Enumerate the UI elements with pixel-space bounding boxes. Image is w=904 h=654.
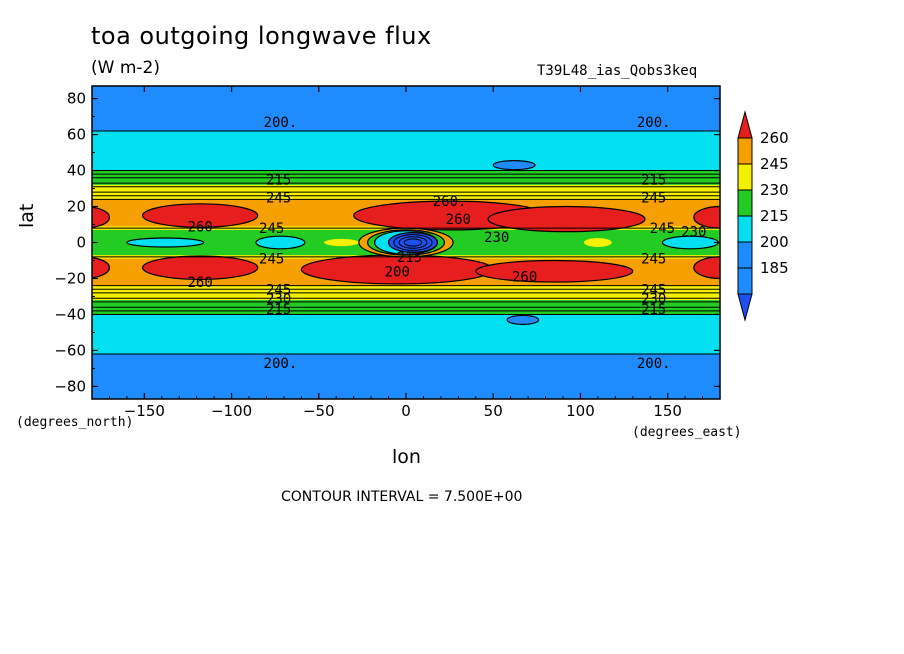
- convective-center-core: [387, 232, 439, 253]
- chart-title: toa outgoing longwave flux: [91, 22, 432, 50]
- lat-band-fill: [92, 130, 720, 171]
- x-tick-label: 150: [653, 402, 682, 420]
- contour-line: [403, 238, 423, 247]
- contour-line: [398, 236, 428, 249]
- contour-label: 245: [266, 282, 291, 298]
- colorbar-segment: [737, 267, 753, 295]
- colorbar-segment: [737, 241, 753, 269]
- colorbar-label: 230: [760, 181, 789, 199]
- x-axis-units: (degrees_east): [632, 425, 742, 440]
- contour-label: 260: [512, 270, 537, 286]
- y-tick-label: 80: [67, 90, 86, 108]
- warm-pool-south: [141, 255, 259, 280]
- colorbar-label: 260: [760, 129, 789, 147]
- contour-label: 260: [188, 275, 213, 291]
- y-tick-label: −60: [54, 341, 86, 359]
- warm-pool-north: [141, 203, 259, 228]
- contour-label: 245: [266, 191, 291, 207]
- equatorial-cool-patch: [126, 237, 205, 248]
- warm-pool-south: [475, 259, 634, 283]
- x-tick-label: −100: [211, 402, 252, 420]
- x-tick-label: 100: [566, 402, 595, 420]
- contour-label: 200.: [637, 115, 671, 131]
- contour-label: 260: [188, 219, 213, 235]
- contour-label: 215: [641, 302, 666, 318]
- contour-label: 245: [259, 252, 284, 268]
- colorbar-label: 215: [760, 207, 789, 225]
- isolated-patch: [492, 160, 536, 171]
- contour-label: 260: [446, 212, 471, 228]
- y-axis-units: (degrees_north): [16, 415, 134, 430]
- colorbar-label: 200: [760, 233, 789, 251]
- contour-label: 200.: [637, 356, 671, 372]
- y-tick-label: −40: [54, 305, 86, 323]
- contour-label: 245: [650, 221, 675, 237]
- chart-units: (W m-2): [91, 58, 160, 78]
- contour-label: 245: [641, 191, 666, 207]
- warm-pool-north: [92, 206, 111, 229]
- lat-band-fill: [92, 354, 720, 399]
- contour-label: 200: [385, 264, 410, 280]
- colorbar-segment: [737, 137, 753, 165]
- x-axis-label: lon: [392, 446, 421, 468]
- y-tick-label: 20: [67, 198, 86, 216]
- contour-label: 230: [266, 291, 291, 307]
- warm-pool-north: [487, 205, 646, 233]
- equatorial-cool-patch: [255, 235, 306, 250]
- x-tick-label: 0: [401, 402, 411, 420]
- isolated-patch: [506, 314, 540, 325]
- lat-band-fill: [92, 314, 720, 355]
- contour-label: 200.: [264, 356, 298, 372]
- contour-label: 230: [484, 230, 509, 246]
- contour-label: 215: [641, 173, 666, 189]
- colorbar-label: 185: [760, 259, 789, 277]
- x-tick-label: −150: [124, 402, 165, 420]
- x-tick-label: 50: [484, 402, 503, 420]
- colorbar-segment: [737, 189, 753, 217]
- contour-line: [393, 234, 433, 251]
- contour-interval-note: CONTOUR INTERVAL = 7.500E+00: [281, 489, 523, 505]
- experiment-label: T39L48_ias_Qobs3keq: [537, 63, 698, 79]
- contour-label: 245: [259, 221, 284, 237]
- contour-label: 230: [641, 291, 666, 307]
- contour-label: 200.: [264, 115, 298, 131]
- colorbar-segment: [737, 163, 753, 191]
- colorbar-segment: [737, 215, 753, 243]
- contour-label: 230: [681, 225, 706, 241]
- warm-pool-south: [92, 256, 111, 279]
- colorbar-top-arrow: [737, 110, 753, 139]
- contour-label: 245: [641, 282, 666, 298]
- colorbar-label: 245: [760, 155, 789, 173]
- contour-label: 260.: [433, 194, 467, 210]
- contour-label: 215: [266, 302, 291, 318]
- y-tick-label: 40: [67, 162, 86, 180]
- y-tick-label: 60: [67, 126, 86, 144]
- x-tick-label: −50: [303, 402, 335, 420]
- contour-label: 215: [266, 173, 291, 189]
- contour-label: 215: [397, 250, 422, 266]
- colorbar-bottom-arrow: [737, 293, 753, 322]
- lat-band-fill: [92, 86, 720, 131]
- y-tick-label: −80: [54, 377, 86, 395]
- contour-label: 245: [641, 252, 666, 268]
- y-tick-label: −20: [54, 269, 86, 287]
- y-tick-label: 0: [76, 234, 86, 252]
- equatorial-warm-patch: [324, 238, 359, 247]
- equatorial-warm-patch: [583, 238, 612, 247]
